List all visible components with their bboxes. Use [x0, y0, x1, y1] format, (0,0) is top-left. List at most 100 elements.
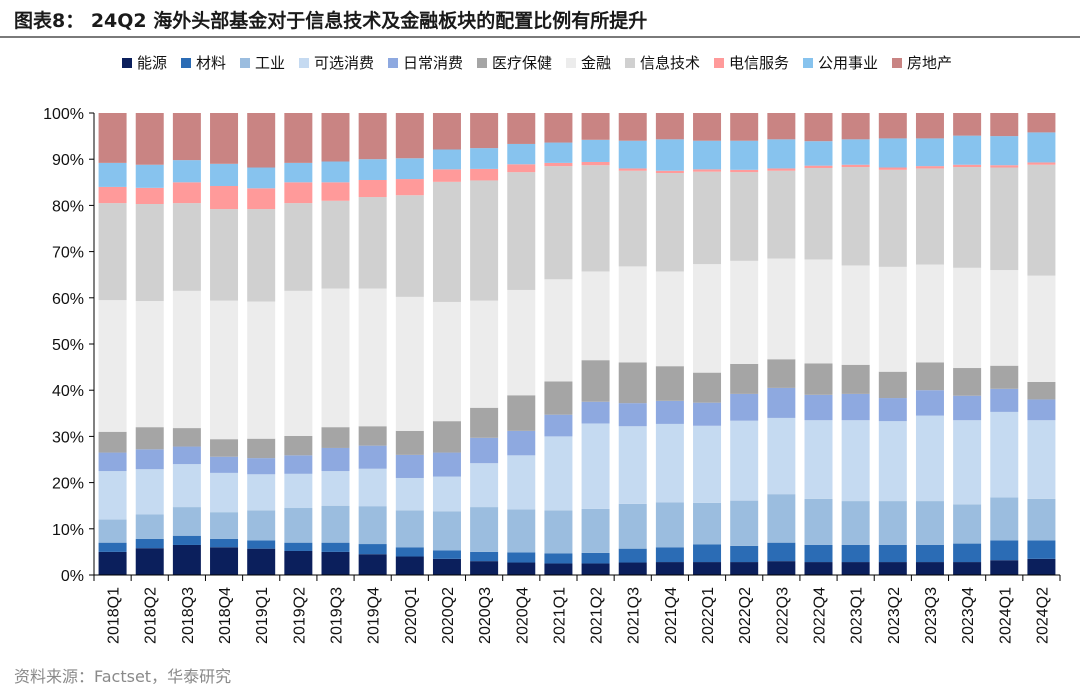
bar-segment-5	[841, 364, 870, 394]
bar-segment-1	[953, 543, 982, 563]
bar-stack-2024Q1	[990, 113, 1019, 575]
x-tick-label: 2019Q2	[291, 587, 308, 644]
bar-segment-8	[432, 169, 461, 182]
bar-segment-3	[655, 423, 684, 503]
bar-segment-3	[693, 425, 722, 503]
bar-segment-8	[693, 169, 722, 172]
bar-segment-5	[395, 430, 424, 455]
bar-segment-8	[98, 186, 127, 204]
bar-segment-5	[1027, 381, 1056, 400]
bar-segment-1	[730, 545, 759, 563]
bar-segment-9	[655, 139, 684, 171]
bar-segment-3	[990, 411, 1019, 498]
bar-segment-5	[135, 427, 164, 450]
bar-segment-2	[247, 510, 276, 541]
x-tick-label: 2023Q3	[923, 587, 940, 644]
bar-segment-4	[358, 445, 387, 469]
x-tick-label: 2018Q2	[143, 587, 160, 644]
bar-segment-10	[247, 113, 276, 168]
bar-segment-10	[98, 113, 127, 163]
legend-label-4: 日常消费	[403, 54, 463, 72]
bar-segment-1	[321, 542, 350, 552]
bar-stack-2020Q2	[432, 113, 461, 575]
bar-segment-7	[990, 167, 1019, 271]
bar-segment-10	[618, 113, 647, 141]
bar-segment-4	[581, 401, 610, 424]
bar-segment-8	[618, 168, 647, 171]
bar-segment-0	[284, 550, 313, 575]
bar-segment-4	[878, 398, 907, 422]
bar-segment-1	[878, 544, 907, 563]
x-tick-label: 2023Q2	[886, 587, 903, 644]
bar-segment-7	[1027, 164, 1056, 276]
bar-segment-9	[172, 160, 201, 183]
legend-swatch-4	[388, 58, 398, 68]
bar-segment-0	[395, 556, 424, 575]
bar-segment-2	[878, 501, 907, 545]
bar-segment-7	[210, 209, 239, 301]
bar-segment-10	[767, 113, 796, 140]
bar-segment-0	[1027, 558, 1056, 575]
bar-segment-0	[98, 551, 127, 575]
bar-segment-5	[321, 427, 350, 448]
bar-segment-9	[730, 140, 759, 170]
bar-segment-0	[878, 562, 907, 575]
bar-segment-7	[432, 181, 461, 302]
bar-segment-1	[655, 547, 684, 563]
bar-segment-3	[915, 415, 944, 502]
bar-segment-7	[618, 170, 647, 267]
bar-segment-9	[990, 136, 1019, 166]
legend-label-8: 电信服务	[729, 54, 789, 72]
bar-segment-8	[915, 166, 944, 169]
bar-segment-8	[730, 169, 759, 173]
bar-segment-6	[841, 265, 870, 365]
bar-segment-6	[247, 301, 276, 439]
legend-label-9: 公用事业	[818, 54, 878, 72]
bar-segment-5	[98, 431, 127, 453]
source-note: 资料来源：Factset，华泰研究	[14, 667, 232, 686]
bar-segment-9	[878, 138, 907, 168]
bar-segment-10	[915, 113, 944, 139]
bar-segment-7	[247, 209, 276, 302]
bar-segment-8	[804, 165, 833, 168]
bar-segment-1	[767, 542, 796, 562]
bar-segment-0	[210, 547, 239, 575]
bar-segment-9	[432, 149, 461, 170]
bar-segment-3	[804, 420, 833, 499]
x-tick-label: 2020Q1	[403, 587, 420, 644]
bar-segment-1	[841, 544, 870, 563]
legend-swatch-2	[240, 58, 250, 68]
bar-segment-10	[655, 113, 684, 140]
bar-segment-1	[804, 544, 833, 563]
bar-segment-4	[98, 452, 127, 472]
bar-segment-6	[1027, 275, 1056, 382]
bar-segment-7	[953, 167, 982, 268]
bar-segment-2	[953, 504, 982, 544]
bar-segment-0	[953, 562, 982, 575]
x-tick-label: 2022Q1	[700, 587, 717, 644]
bar-segment-2	[730, 500, 759, 546]
bar-segment-8	[247, 188, 276, 210]
x-tick-label: 2018Q4	[217, 587, 234, 644]
bar-segment-1	[247, 540, 276, 549]
x-tick-label: 2021Q3	[626, 587, 643, 644]
bar-segment-1	[693, 544, 722, 563]
bar-segment-5	[247, 438, 276, 459]
x-tick-label: 2024Q2	[1034, 587, 1051, 644]
bar-segment-6	[358, 288, 387, 427]
bar-segment-9	[507, 143, 536, 165]
bar-segment-7	[321, 200, 350, 289]
bar-stack-2020Q1	[395, 113, 424, 575]
bar-segment-6	[284, 290, 313, 436]
bar-stack-2019Q1	[247, 113, 276, 575]
bar-segment-3	[358, 468, 387, 507]
bar-segment-2	[135, 514, 164, 539]
bar-segment-4	[730, 393, 759, 421]
bar-segment-7	[581, 165, 610, 272]
bar-segment-3	[247, 474, 276, 511]
bar-stack-2022Q2	[730, 113, 759, 575]
bar-segment-4	[655, 400, 684, 424]
bar-segment-4	[135, 449, 164, 470]
bar-segment-7	[655, 173, 684, 272]
bar-segment-5	[358, 426, 387, 446]
